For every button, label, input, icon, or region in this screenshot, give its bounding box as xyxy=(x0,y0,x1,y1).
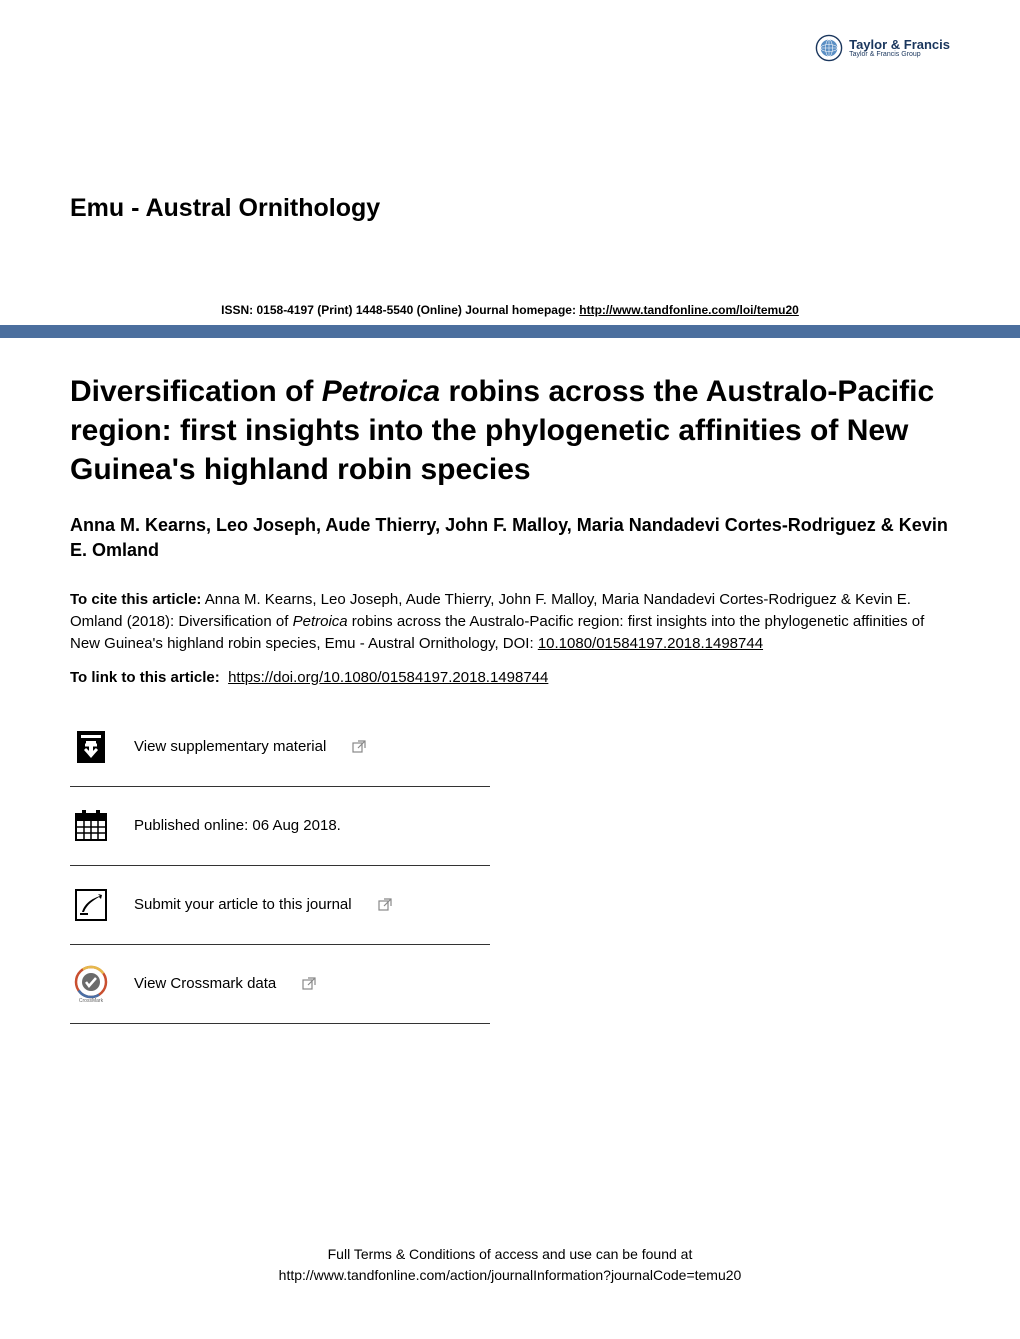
action-list: View supplementary material xyxy=(70,716,490,1024)
action-label: Published online: 06 Aug 2018. xyxy=(134,817,341,834)
action-published: Published online: 06 Aug 2018. xyxy=(70,787,490,866)
publisher-tagline: Taylor & Francis Group xyxy=(849,51,950,58)
action-supplementary[interactable]: View supplementary material xyxy=(70,716,490,787)
issn-prefix: ISSN: 0158-4197 (Print) 1448-5540 (Onlin… xyxy=(221,303,579,317)
publisher-logo: Taylor & Francis Taylor & Francis Group xyxy=(815,34,950,62)
svg-text:CrossMark: CrossMark xyxy=(79,998,104,1004)
crossmark-icon: CrossMark xyxy=(70,963,112,1005)
journal-cover-placeholder xyxy=(70,30,165,160)
header-left xyxy=(70,30,165,160)
footer-line1: Full Terms & Conditions of access and us… xyxy=(70,1244,950,1265)
link-label: To link to this article: xyxy=(70,669,224,686)
calendar-icon xyxy=(70,805,112,847)
submit-icon xyxy=(70,884,112,926)
publisher-text: Taylor & Francis Taylor & Francis Group xyxy=(849,38,950,58)
action-submit[interactable]: Submit your article to this journal xyxy=(70,866,490,945)
citation-label: To cite this article: xyxy=(70,591,201,608)
article-title: Diversification of Petroica robins acros… xyxy=(70,372,950,489)
issn-line: ISSN: 0158-4197 (Print) 1448-5540 (Onlin… xyxy=(70,303,950,317)
external-link-icon xyxy=(378,898,392,912)
link-line: To link to this article: https://doi.org… xyxy=(70,669,950,686)
action-label: View supplementary material xyxy=(134,738,326,755)
doi-link[interactable]: https://doi.org/10.1080/01584197.2018.14… xyxy=(228,669,548,686)
external-link-icon xyxy=(352,740,366,754)
journal-homepage-link[interactable]: http://www.tandfonline.com/loi/temu20 xyxy=(579,303,799,317)
publisher-name: Taylor & Francis xyxy=(849,38,950,51)
authors: Anna M. Kearns, Leo Joseph, Aude Thierry… xyxy=(70,513,950,563)
journal-title: Emu - Austral Ornithology xyxy=(70,194,950,223)
footer-link[interactable]: http://www.tandfonline.com/action/journa… xyxy=(279,1267,742,1283)
action-label: View Crossmark data xyxy=(134,975,276,992)
external-link-icon xyxy=(302,977,316,991)
action-crossmark[interactable]: CrossMark View Crossmark data xyxy=(70,945,490,1024)
footer: Full Terms & Conditions of access and us… xyxy=(70,1244,950,1286)
divider-bar xyxy=(0,325,1020,338)
publisher-globe-icon xyxy=(815,34,843,62)
supplementary-icon xyxy=(70,726,112,768)
action-label: Submit your article to this journal xyxy=(134,896,352,913)
header: Taylor & Francis Taylor & Francis Group xyxy=(70,30,950,160)
citation-block: To cite this article: Anna M. Kearns, Le… xyxy=(70,589,950,654)
